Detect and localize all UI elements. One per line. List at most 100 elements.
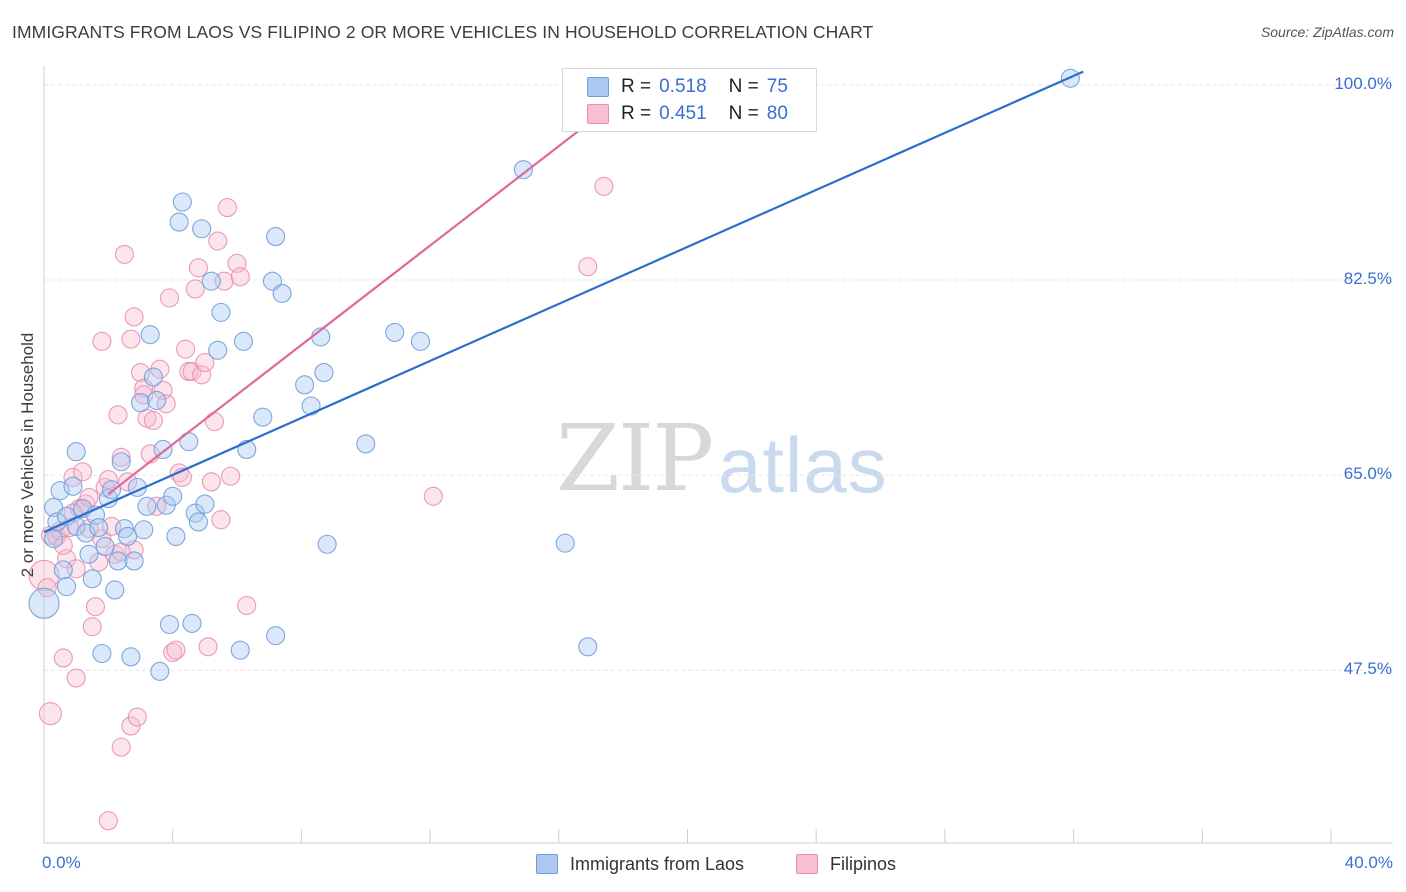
filipinos-swatch: [796, 854, 818, 874]
laos-point: [76, 523, 96, 543]
filipinos-point: [53, 648, 73, 668]
laos-point: [130, 393, 151, 413]
laos-point: [201, 271, 221, 291]
laos-points: [28, 68, 1080, 681]
legend-n-label: N =: [728, 103, 759, 124]
filipinos-point: [195, 352, 215, 373]
filipinos-point: [28, 559, 60, 592]
y-tick-label: 100.0%: [1334, 73, 1392, 93]
laos-point: [102, 480, 122, 500]
laos-point: [111, 452, 131, 472]
legend-filipinos-n: 80: [766, 103, 788, 124]
laos-point: [513, 160, 533, 180]
filipinos-point: [237, 596, 257, 616]
filipinos-point: [204, 412, 225, 432]
y-axis-label: 2 or more Vehicles in Household: [18, 332, 37, 578]
laos-trendline: [43, 70, 1084, 533]
filipinos-point: [150, 359, 170, 379]
filipinos-point: [121, 329, 141, 349]
bottom-legend-laos: Immigrants from Laos: [536, 852, 744, 876]
laos-point: [295, 375, 315, 395]
filipinos-point: [118, 472, 138, 492]
filipinos-point: [198, 637, 218, 657]
y-tick-label: 65.0%: [1343, 464, 1392, 484]
filipinos-point: [134, 378, 154, 398]
watermark-zip: ZIP: [556, 405, 714, 512]
filipinos-point: [130, 363, 151, 383]
laos-point: [56, 577, 77, 597]
filipinos-point: [159, 288, 180, 308]
legend-laos-r: 0.518: [659, 76, 707, 97]
laos-point: [44, 529, 64, 549]
laos-point: [124, 551, 144, 571]
laos-point: [410, 331, 430, 351]
laos-point: [272, 283, 292, 303]
laos-point: [356, 434, 376, 454]
laos-point: [150, 661, 170, 681]
laos-point: [317, 534, 337, 554]
grid-lines: [44, 84, 1393, 671]
laos-point: [266, 626, 286, 646]
laos-point: [114, 519, 134, 539]
filipinos-point: [66, 668, 86, 688]
filipinos-point: [79, 487, 99, 507]
filipinos-point: [85, 597, 106, 617]
laos-point: [230, 640, 250, 660]
filipinos-point: [114, 244, 134, 264]
filipinos-point: [37, 578, 57, 598]
filipinos-point: [217, 198, 237, 218]
laos-point: [301, 396, 321, 416]
filipinos-point: [108, 405, 128, 425]
laos-point: [134, 520, 154, 540]
laos-point: [211, 302, 231, 322]
filipinos-point: [188, 258, 208, 278]
laos-point: [266, 227, 286, 247]
legend-row-filipinos: R = 0.451 N = 80: [587, 101, 788, 127]
filipinos-point: [578, 257, 598, 277]
filipinos-point: [185, 279, 205, 299]
bottom-legend-laos-label: Immigrants from Laos: [570, 853, 745, 874]
filipinos-point: [111, 447, 131, 467]
laos-point: [578, 637, 598, 657]
legend-n-label: N =: [728, 76, 759, 97]
laos-point: [137, 496, 157, 516]
filipinos-point: [211, 510, 231, 530]
x-tick-label-right: 40.0%: [1344, 853, 1393, 872]
laos-point: [166, 526, 186, 546]
filipinos-point: [38, 702, 62, 726]
laos-point: [89, 517, 109, 538]
source-label: Source: ZipAtlas.com: [1260, 24, 1394, 40]
filipinos-point: [143, 410, 163, 431]
laos-point: [121, 647, 141, 667]
filipinos-point: [221, 466, 241, 486]
filipinos-point: [82, 617, 102, 637]
laos-point: [66, 442, 86, 462]
correlation-legend: R = 0.518 N = 75 R = 0.451 N = 80: [562, 68, 817, 132]
laos-point: [143, 367, 163, 387]
y-tick-label: 82.5%: [1343, 269, 1392, 289]
filipinos-point: [423, 486, 443, 506]
laos-point: [50, 481, 70, 501]
laos-point: [108, 551, 128, 571]
laos-point: [105, 580, 125, 600]
chart-title: IMMIGRANTS FROM LAOS VS FILIPINO 2 OR MO…: [12, 22, 874, 42]
filipinos-point: [163, 642, 183, 662]
laos-point: [63, 476, 83, 496]
legend-r-label: R =: [621, 103, 652, 124]
filipinos-point: [98, 811, 118, 831]
filipinos-point: [73, 462, 93, 482]
filipinos-point: [230, 267, 250, 287]
filipinos-point: [124, 307, 144, 327]
laos-point: [140, 325, 160, 345]
laos-point: [163, 486, 183, 506]
filipinos-point: [92, 331, 112, 351]
bottom-legend-filipinos: Filipinos: [796, 852, 896, 876]
laos-point: [95, 536, 115, 557]
filipinos-point: [192, 365, 212, 385]
filipinos-trendline: [107, 70, 656, 495]
laos-point: [82, 569, 102, 589]
laos-point: [79, 544, 99, 564]
laos-point: [179, 432, 199, 452]
filipinos-point: [201, 472, 221, 492]
